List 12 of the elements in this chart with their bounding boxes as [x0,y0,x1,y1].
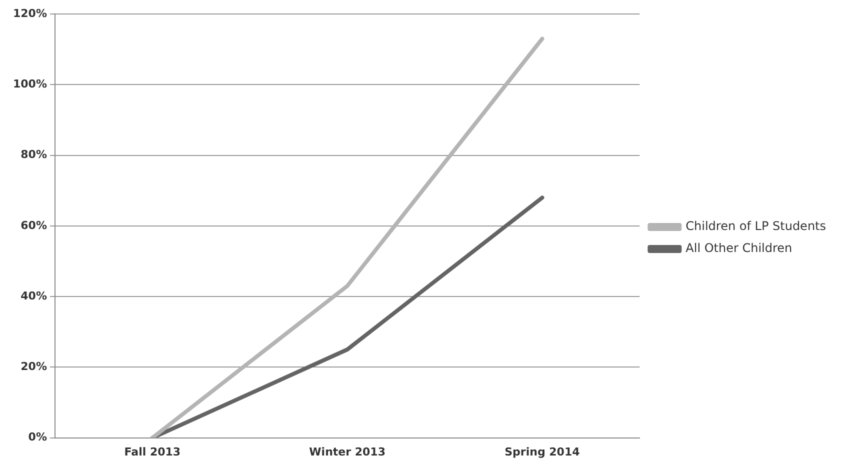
y-tick-label: 80% [20,148,47,162]
x-tick-label: Fall 2013 [124,445,181,458]
legend-label: Children of LP Students [686,219,826,234]
y-tick-label: 60% [20,218,47,232]
x-tick-label: Winter 2013 [309,445,386,458]
y-tick-label: 40% [20,289,47,302]
legend-label: All Other Children [686,241,792,256]
y-tick-label: 0% [28,430,47,444]
x-tick-label: Spring 2014 [504,445,580,458]
y-tick-label: 120% [13,6,47,20]
y-tick-label: 100% [13,77,47,90]
y-tick-label: 20% [20,360,47,374]
